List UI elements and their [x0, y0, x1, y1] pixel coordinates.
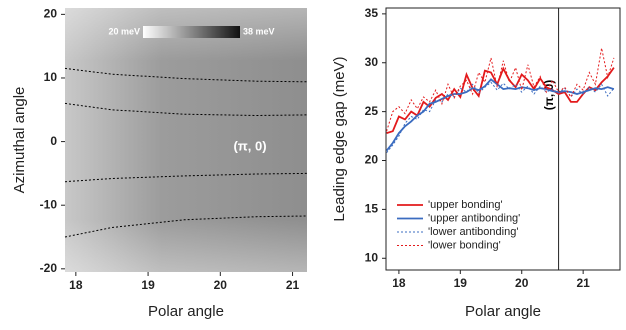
series-line: [64, 215, 308, 238]
x-axis-label: Polar angle: [148, 303, 224, 320]
legend-label: 'lower bonding': [428, 239, 501, 251]
x-tick-label: 20: [214, 278, 228, 292]
x-tick-label: 19: [141, 278, 155, 292]
y-tick-label: 35: [365, 6, 379, 20]
series-line: [64, 172, 308, 183]
vertical-line-label: (π, 0): [542, 80, 556, 111]
y-axis-label: Leading edge gap (meV): [331, 56, 348, 221]
y-tick-label: 30: [365, 55, 379, 69]
x-tick-label: 21: [286, 278, 300, 292]
series-line: [385, 78, 615, 152]
x-tick-label: 21: [576, 276, 590, 290]
x-tick-label: 18: [392, 276, 406, 290]
y-tick-label: 20: [365, 153, 379, 167]
legend-label: 'upper bonding': [428, 199, 503, 211]
annotation: (π, 0): [233, 138, 266, 153]
y-tick-label: 0: [50, 134, 57, 148]
colorbar: [143, 26, 240, 38]
x-tick-label: 20: [515, 276, 529, 290]
colorbar-max: 38 meV: [243, 26, 275, 36]
x-tick-label: 18: [69, 278, 83, 292]
series-line: [64, 67, 308, 83]
series-line: [64, 102, 308, 117]
heatmap-shade: [65, 8, 307, 272]
y-tick-label: 15: [365, 202, 379, 216]
y-tick-label: 10: [365, 250, 379, 264]
y-tick-label: -10: [40, 197, 58, 211]
y-tick-label: 20: [44, 7, 58, 21]
series-line: [386, 47, 615, 132]
colorbar-min: 20 meV: [108, 26, 140, 36]
y-tick-label: -20: [40, 261, 58, 275]
y-tick-label: 25: [365, 104, 379, 118]
y-axis-label: Azimuthal angle: [11, 87, 28, 194]
plot-frame: [385, 7, 621, 271]
series-line: [386, 66, 615, 134]
y-tick-label: 10: [44, 70, 58, 84]
legend-label: 'lower antibonding': [428, 226, 518, 238]
x-axis-label: Polar angle: [465, 303, 541, 320]
legend-label: 'upper antibonding': [428, 212, 520, 224]
x-tick-label: 19: [454, 276, 468, 290]
